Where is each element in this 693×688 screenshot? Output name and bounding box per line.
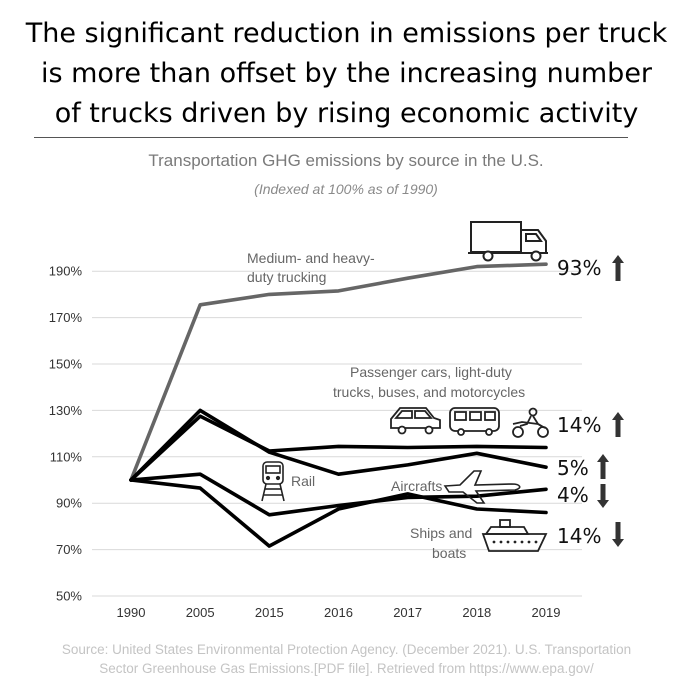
line-ships [129, 478, 548, 548]
bus-icon [449, 407, 500, 436]
y-tick-label: 90% [56, 496, 82, 511]
label-rail: Rail [291, 473, 315, 489]
y-axis-ticks: 50% 70% 90% 110% 130% 150% 170% 190% [49, 264, 83, 604]
headline-line-3: of trucks driven by rising economic acti… [54, 98, 639, 129]
headline-line-1: The significant reduction in emissions p… [25, 18, 668, 49]
arrow-up-icon [612, 412, 624, 437]
y-tick-label: 170% [49, 310, 83, 325]
y-tick-label: 110% [50, 449, 83, 464]
car-icon [390, 407, 441, 435]
label-aircrafts: Aircrafts [391, 478, 442, 494]
x-tick-label: 2019 [532, 605, 561, 620]
train-icon [261, 461, 285, 502]
change-passenger: 14% [557, 413, 601, 437]
x-tick-label: 2015 [255, 605, 284, 620]
arrow-up-icon [597, 454, 609, 479]
chart-subtitle: (Indexed at 100% as of 1990) [254, 181, 438, 197]
chart-title: Transportation GHG emissions by source i… [148, 151, 543, 170]
y-tick-label: 190% [49, 264, 83, 279]
label-ships-line-2: boats [432, 545, 466, 561]
source-note: Source: United States Environmental Prot… [0, 640, 693, 678]
source-line-2: Sector Greenhouse Gas Emissions.[PDF fil… [99, 661, 594, 676]
x-axis-ticks: 1990 2005 2015 2016 2017 2018 2019 [117, 605, 561, 620]
line-trucking [129, 262, 548, 482]
source-line-1: Source: United States Environmental Prot… [61, 642, 632, 657]
line-rail [129, 408, 548, 482]
x-tick-label: 1990 [117, 605, 146, 620]
label-ships: Ships and boats [410, 525, 472, 561]
change-rail: 5% [557, 456, 589, 480]
label-passenger-line-2: trucks, buses, and motorcycles [333, 384, 525, 400]
series-lines [129, 262, 548, 548]
x-tick-label: 2005 [186, 605, 215, 620]
label-trucking-line-2: duty trucking [247, 269, 326, 285]
ship-icon [481, 519, 548, 552]
arrow-up-icon [612, 255, 624, 281]
line-passenger [129, 414, 548, 482]
truck-icon [468, 221, 548, 262]
change-trucking: 93% [557, 256, 601, 280]
label-passenger: Passenger cars, light-duty trucks, buses… [333, 364, 525, 400]
x-tick-label: 2017 [393, 605, 422, 620]
label-ships-line-1: Ships and [410, 525, 472, 541]
motorcycle-icon [512, 407, 549, 438]
label-trucking-line-1: Medium- and heavy- [247, 250, 375, 266]
headline-line-2: is more than offset by the increasing nu… [40, 58, 653, 89]
headline-divider [34, 137, 628, 138]
arrow-down-icon [597, 484, 609, 508]
y-tick-label: 150% [49, 357, 83, 372]
x-tick-label: 2016 [324, 605, 353, 620]
label-trucking: Medium- and heavy- duty trucking [247, 250, 375, 285]
label-passenger-line-1: Passenger cars, light-duty [350, 364, 512, 380]
y-tick-label: 50% [56, 589, 82, 604]
arrow-down-icon [612, 522, 624, 547]
x-tick-label: 2018 [462, 605, 491, 620]
headline: The significant reduction in emissions p… [0, 14, 693, 134]
gridlines [92, 270, 582, 597]
change-aircrafts: 4% [557, 483, 589, 507]
airplane-icon [443, 470, 521, 504]
y-tick-label: 130% [49, 403, 83, 418]
y-tick-label: 70% [56, 542, 82, 557]
change-ships: 14% [557, 524, 601, 548]
line-aircrafts [129, 472, 548, 517]
